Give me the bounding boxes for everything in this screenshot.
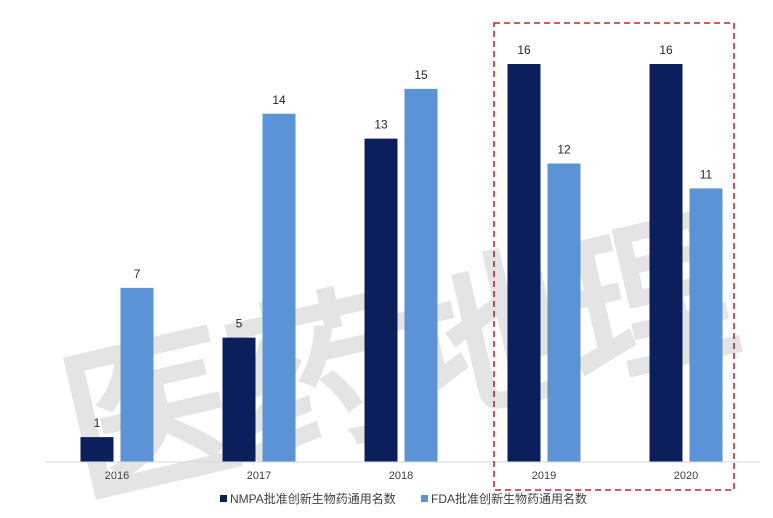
- data-label-nmpa-2019: 16: [517, 43, 531, 57]
- bar-fda-2019: [547, 163, 581, 462]
- x-tick-2018: 2018: [389, 470, 413, 482]
- x-tick-2019: 2019: [532, 470, 556, 482]
- x-tick-2017: 2017: [247, 470, 271, 482]
- data-label-nmpa-2018: 13: [374, 118, 388, 132]
- data-label-fda-2019: 12: [557, 143, 571, 157]
- bar-nmpa-2019: [507, 64, 541, 462]
- bar-fda-2017: [262, 113, 296, 462]
- data-label-nmpa-2017: 5: [236, 317, 243, 331]
- x-tick-2016: 2016: [105, 470, 129, 482]
- bar-nmpa-2018: [364, 138, 398, 462]
- highlight-box: [493, 22, 735, 491]
- bars: [80, 64, 723, 462]
- data-label-fda-2018: 15: [414, 68, 428, 82]
- data-label-fda-2017: 14: [272, 93, 286, 107]
- data-labels: 1 7 5 14 13 15 16 12 16 11: [94, 43, 713, 430]
- bar-nmpa-2016: [80, 437, 114, 462]
- legend: NMPA批准创新生物药通用名数 FDA批准创新生物药通用名数: [220, 491, 587, 506]
- legend-label-fda: FDA批准创新生物药通用名数: [431, 491, 587, 506]
- data-label-nmpa-2020: 16: [659, 43, 673, 57]
- bar-nmpa-2020: [649, 64, 683, 462]
- legend-swatch-nmpa: [220, 495, 227, 502]
- x-tick-2020: 2020: [674, 470, 698, 482]
- legend-swatch-fda: [421, 495, 428, 502]
- bar-fda-2020: [689, 188, 723, 462]
- data-label-fda-2020: 11: [700, 167, 713, 181]
- x-axis-ticks: 2016 2017 2018 2019 2020: [105, 470, 698, 482]
- data-label-nmpa-2016: 1: [94, 416, 101, 430]
- legend-label-nmpa: NMPA批准创新生物药通用名数: [230, 491, 396, 506]
- bar-fda-2016: [120, 287, 154, 462]
- bar-nmpa-2017: [222, 337, 256, 462]
- data-label-fda-2016: 7: [134, 267, 141, 281]
- bar-fda-2018: [404, 88, 438, 462]
